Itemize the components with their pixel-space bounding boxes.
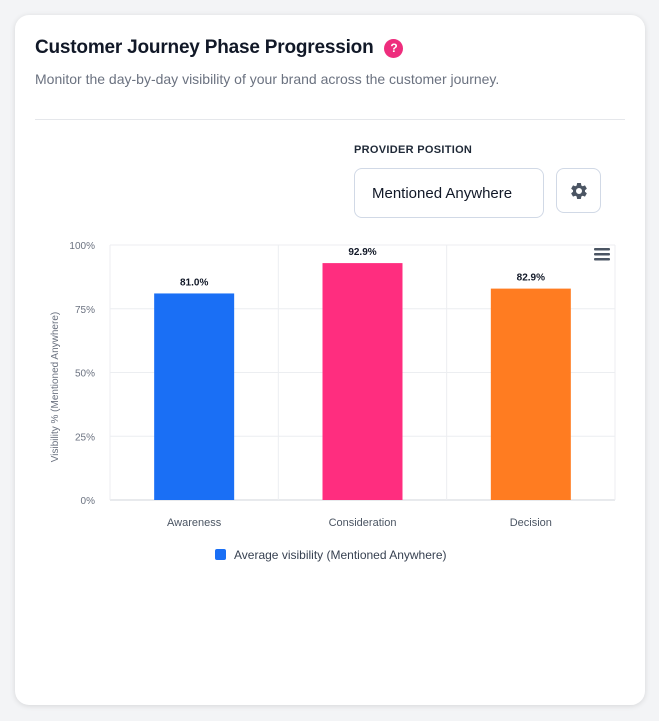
legend-label: Average visibility (Mentioned Anywhere) bbox=[234, 548, 447, 562]
x-tick-label: Consideration bbox=[329, 517, 397, 529]
divider bbox=[35, 119, 625, 120]
y-tick-label: 50% bbox=[75, 369, 95, 380]
y-tick-label: 75% bbox=[75, 305, 95, 316]
x-tick-label: Decision bbox=[510, 517, 552, 529]
y-tick-label: 0% bbox=[81, 496, 96, 507]
chart-card: Customer Journey Phase Progression ? Mon… bbox=[15, 15, 645, 705]
data-label-decision: 82.9% bbox=[517, 273, 545, 284]
help-icon[interactable]: ? bbox=[384, 38, 404, 58]
title-row: Customer Journey Phase Progression ? bbox=[35, 37, 404, 59]
settings-button[interactable] bbox=[556, 168, 601, 213]
card-subtitle: Monitor the day-by-day visibility of you… bbox=[35, 71, 500, 87]
provider-position-value: Mentioned Anywhere bbox=[372, 184, 513, 202]
gear-icon bbox=[570, 182, 587, 199]
hamburger-menu-icon bbox=[594, 248, 610, 261]
data-label-awareness: 81.0% bbox=[180, 277, 208, 288]
bar-awareness[interactable] bbox=[154, 293, 235, 500]
chart-menu-button[interactable] bbox=[592, 246, 612, 262]
data-label-consideration: 92.9% bbox=[348, 247, 376, 258]
legend-swatch bbox=[215, 549, 226, 560]
visibility-bar-chart: 0% 25% 50% 75% 100% 81.0% Awareness 92.9% Consid… bbox=[50, 241, 616, 562]
provider-position-label: PROVIDER POSITION bbox=[354, 144, 473, 156]
bar-decision[interactable] bbox=[490, 288, 571, 500]
x-tick-label: Awareness bbox=[167, 517, 222, 529]
chart-legend[interactable]: Average visibility (Mentioned Anywhere) bbox=[215, 548, 447, 562]
y-tick-label: 25% bbox=[75, 432, 95, 443]
bar-consideration[interactable] bbox=[322, 263, 403, 500]
y-tick-label: 100% bbox=[69, 241, 95, 252]
y-axis-title: Visibility % (Mentioned Anywhere) bbox=[50, 312, 61, 462]
card-title: Customer Journey Phase Progression bbox=[35, 37, 374, 58]
provider-position-select[interactable]: Mentioned Anywhere bbox=[354, 168, 544, 218]
